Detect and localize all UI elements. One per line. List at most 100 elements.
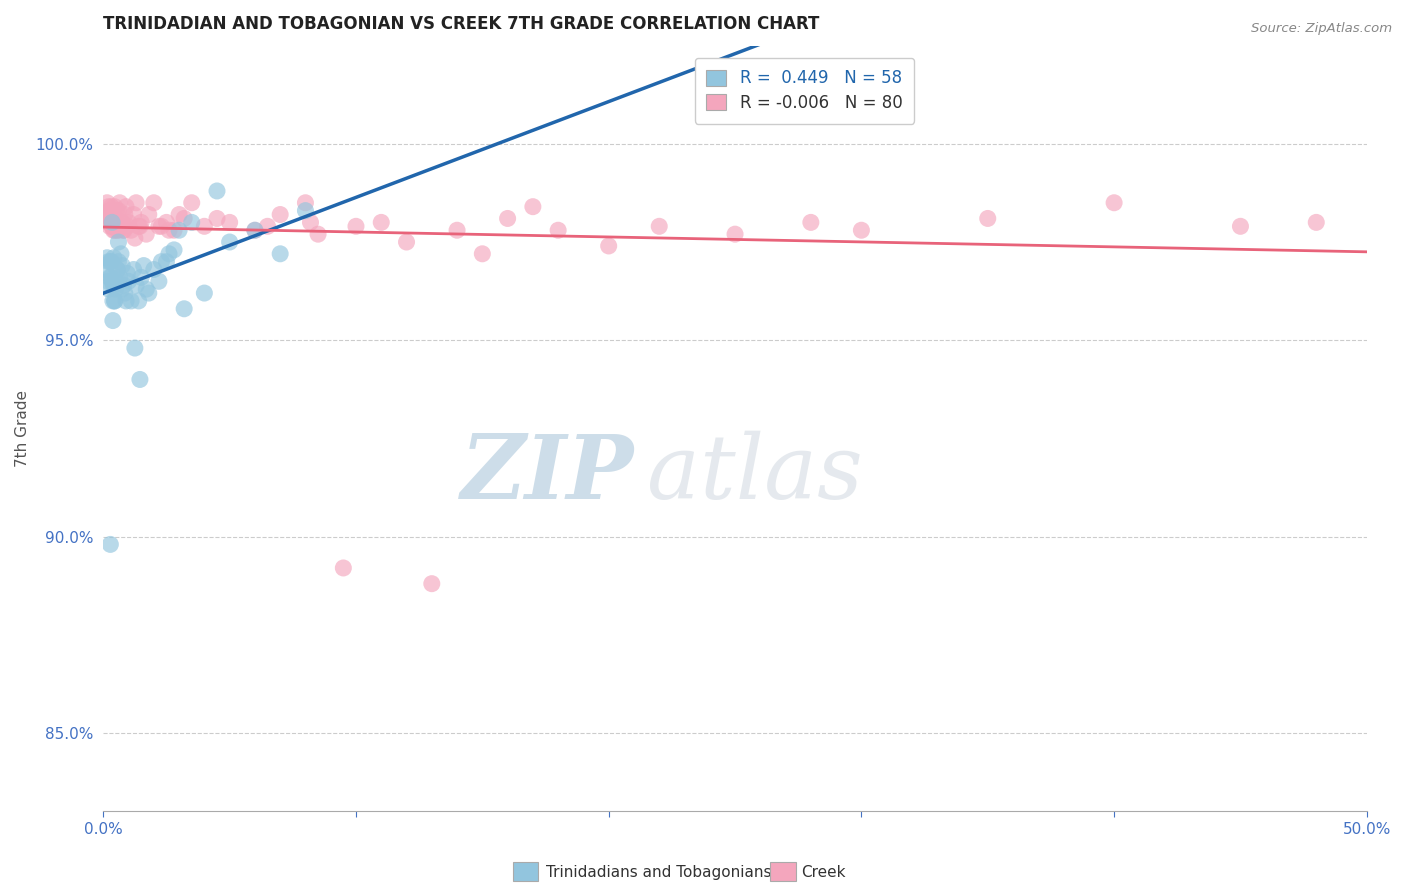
Point <box>117 267 139 281</box>
Point <box>104 215 127 229</box>
Point <box>101 219 124 234</box>
Point <box>163 223 186 237</box>
Point <box>101 215 124 229</box>
Point <box>120 223 142 237</box>
Point <box>98 254 121 268</box>
Point <box>97 200 120 214</box>
Point <box>167 208 190 222</box>
Point <box>180 215 202 229</box>
Point <box>243 223 266 237</box>
Point <box>150 254 173 268</box>
Point <box>496 211 519 226</box>
Point <box>129 215 152 229</box>
Point <box>110 282 132 296</box>
Point <box>205 184 228 198</box>
Point <box>148 274 170 288</box>
Point <box>370 215 392 229</box>
Point <box>977 211 1000 226</box>
Point <box>107 203 129 218</box>
Point <box>101 215 124 229</box>
Point <box>155 215 177 229</box>
Point <box>157 223 180 237</box>
Point <box>100 270 122 285</box>
Point <box>104 282 127 296</box>
Point <box>107 235 129 249</box>
Point <box>112 223 135 237</box>
Point <box>294 195 316 210</box>
Point <box>98 270 121 285</box>
Point <box>132 259 155 273</box>
Point <box>101 274 124 288</box>
Point <box>112 278 135 293</box>
Point <box>117 274 139 288</box>
Point <box>110 219 132 234</box>
Point <box>117 219 139 234</box>
Point <box>105 262 128 277</box>
Point <box>105 203 128 218</box>
Point <box>471 247 494 261</box>
Point <box>129 372 152 386</box>
Point <box>395 235 418 249</box>
Point <box>98 203 121 218</box>
Point <box>129 219 152 234</box>
Point <box>1229 219 1251 234</box>
Point <box>256 219 278 234</box>
Point <box>547 223 569 237</box>
Legend: R =  0.449   N = 58, R = -0.006   N = 80: R = 0.449 N = 58, R = -0.006 N = 80 <box>695 58 914 124</box>
Point <box>124 341 146 355</box>
Point <box>724 227 747 242</box>
Point <box>135 282 157 296</box>
Point <box>104 293 127 308</box>
Point <box>107 223 129 237</box>
Point <box>124 231 146 245</box>
Point <box>193 286 215 301</box>
Text: TRINIDADIAN AND TOBAGONIAN VS CREEK 7TH GRADE CORRELATION CHART: TRINIDADIAN AND TOBAGONIAN VS CREEK 7TH … <box>103 15 820 33</box>
Point <box>97 254 120 268</box>
Point <box>101 293 124 308</box>
Point <box>128 293 150 308</box>
Point <box>122 262 145 277</box>
Point <box>115 200 138 214</box>
Text: atlas: atlas <box>647 431 862 518</box>
Point <box>97 211 120 226</box>
Point <box>648 219 671 234</box>
Point <box>101 219 124 234</box>
Point <box>100 254 122 268</box>
Point <box>344 219 367 234</box>
Point <box>157 247 180 261</box>
Y-axis label: 7th Grade: 7th Grade <box>15 390 30 467</box>
Point <box>111 259 134 273</box>
Point <box>125 278 148 293</box>
Point <box>307 227 329 242</box>
Point <box>117 215 139 229</box>
Point <box>97 215 120 229</box>
Point <box>108 270 131 285</box>
Point <box>98 203 121 218</box>
Point <box>107 254 129 268</box>
Point <box>103 278 125 293</box>
Point <box>125 195 148 210</box>
Point <box>294 203 316 218</box>
Point <box>1102 195 1125 210</box>
Point <box>167 223 190 237</box>
Point <box>122 208 145 222</box>
Point <box>180 195 202 210</box>
Point <box>94 262 117 277</box>
Point <box>108 195 131 210</box>
Point <box>269 208 291 222</box>
Point <box>269 247 291 261</box>
Point <box>105 223 128 237</box>
Point <box>173 301 195 316</box>
Point <box>105 262 128 277</box>
Point <box>114 208 136 222</box>
Point <box>101 313 124 327</box>
Point <box>97 274 120 288</box>
Point <box>103 223 125 237</box>
Point <box>104 223 127 237</box>
Point <box>98 537 121 551</box>
Point <box>104 274 127 288</box>
Point <box>135 227 157 242</box>
Point <box>98 208 121 222</box>
Point <box>522 200 544 214</box>
Point <box>96 195 118 210</box>
